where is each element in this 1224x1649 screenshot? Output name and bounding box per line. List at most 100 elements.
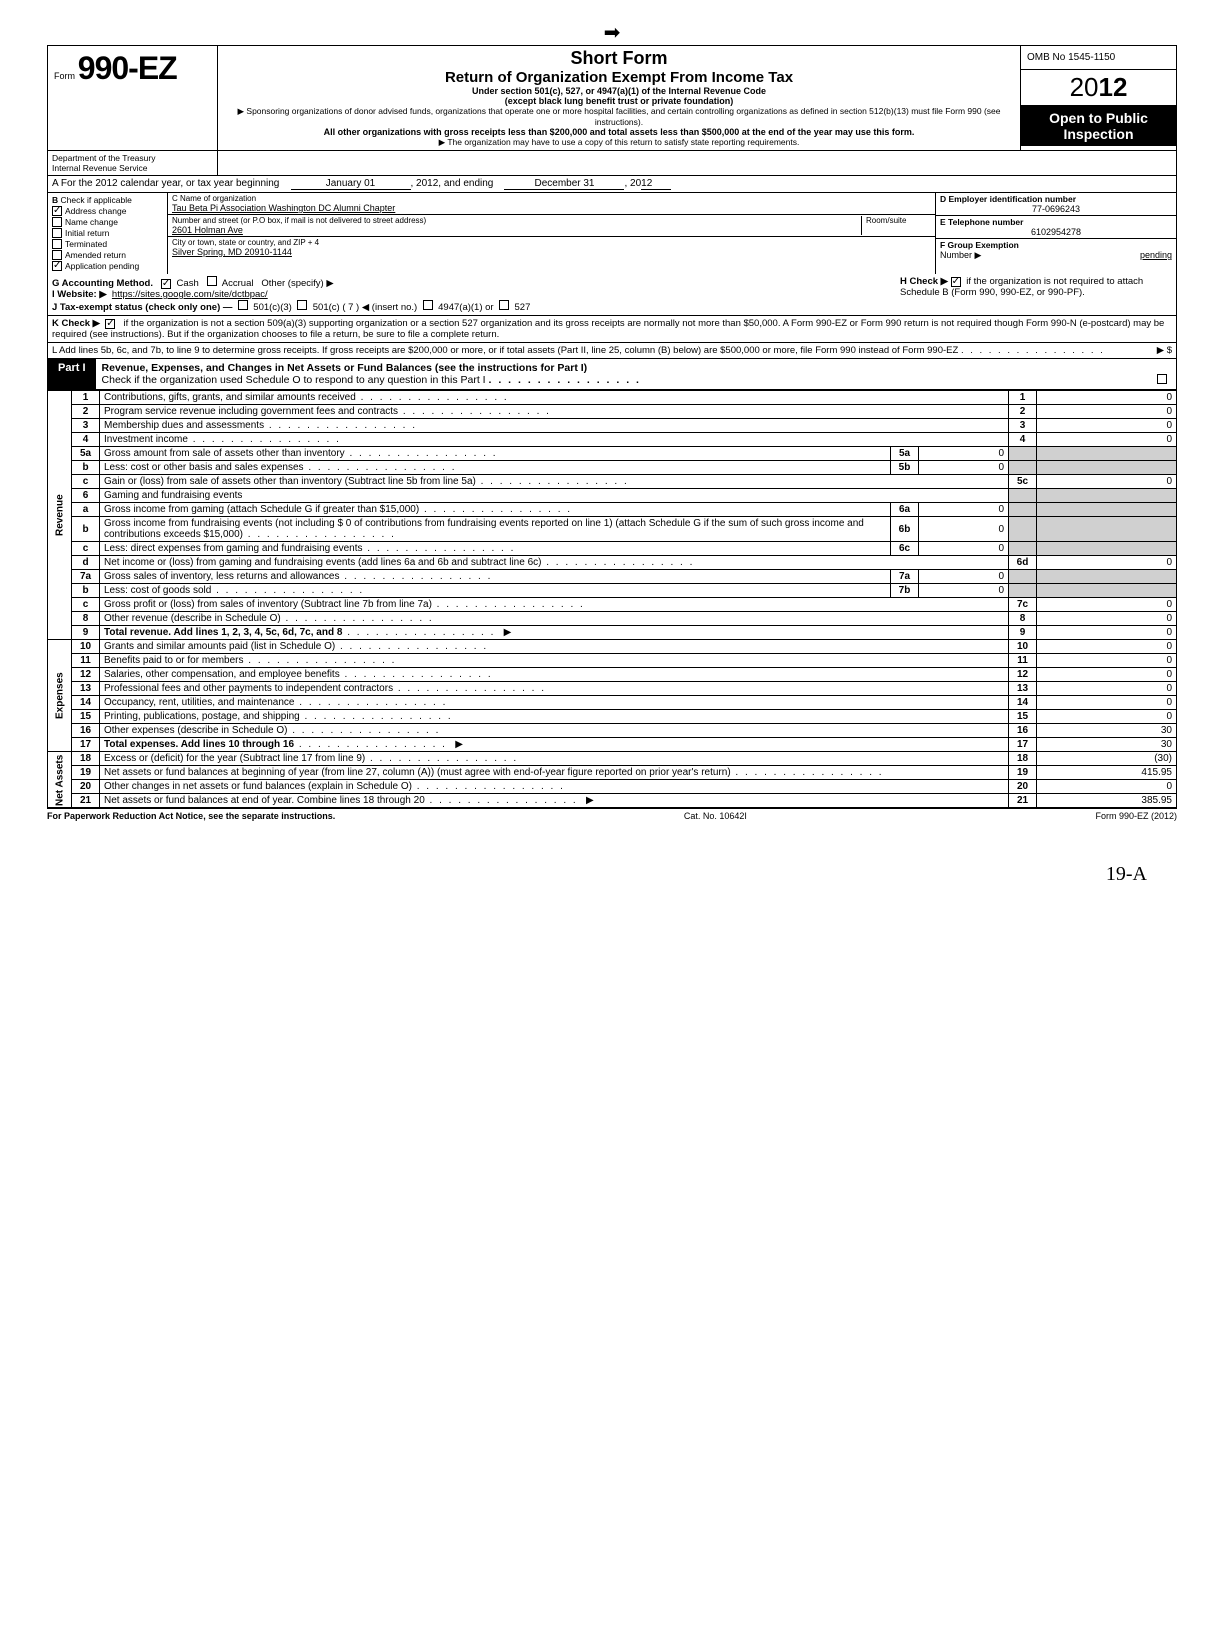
open-public-2: Inspection bbox=[1025, 126, 1172, 142]
sub-num-7b: 7b bbox=[891, 584, 919, 598]
line-num-4: 4 bbox=[72, 433, 100, 447]
org-street[interactable]: 2601 Holman Ave bbox=[172, 225, 861, 235]
501c-checkbox[interactable] bbox=[297, 300, 307, 310]
line-desc-a: Gross income from gaming (attach Schedul… bbox=[100, 503, 891, 517]
g-label: G Accounting Method. bbox=[52, 278, 153, 289]
revenue-side-label: Revenue bbox=[48, 391, 72, 640]
sub-val-6c[interactable]: 0 bbox=[919, 542, 1009, 556]
sub-val-7b[interactable]: 0 bbox=[919, 584, 1009, 598]
c-addr-label: Number and street (or P.O box, if mail i… bbox=[172, 216, 861, 225]
line-num-12: 12 bbox=[72, 668, 100, 682]
tax-year-begin[interactable]: January 01 bbox=[291, 178, 411, 190]
line-val-1[interactable]: 0 bbox=[1037, 391, 1177, 405]
line-rnum-11: 11 bbox=[1009, 654, 1037, 668]
part-1-header: Part I Revenue, Expenses, and Changes in… bbox=[47, 359, 1177, 390]
line-num-14: 14 bbox=[72, 696, 100, 710]
4947-checkbox[interactable] bbox=[423, 300, 433, 310]
shaded-val-c bbox=[1037, 542, 1177, 556]
line-val-13[interactable]: 0 bbox=[1037, 682, 1177, 696]
b-check-5[interactable] bbox=[52, 261, 62, 271]
line-val-15[interactable]: 0 bbox=[1037, 710, 1177, 724]
sub-val-7a[interactable]: 0 bbox=[919, 570, 1009, 584]
b-check-3[interactable] bbox=[52, 239, 62, 249]
b-check-4[interactable] bbox=[52, 250, 62, 260]
title-under: Under section 501(c), 527, or 4947(a)(1)… bbox=[224, 86, 1014, 96]
sub-val-6a[interactable]: 0 bbox=[919, 503, 1009, 517]
line-val-7c[interactable]: 0 bbox=[1037, 598, 1177, 612]
line-val-5c[interactable]: 0 bbox=[1037, 475, 1177, 489]
sub-val-5a[interactable]: 0 bbox=[919, 447, 1009, 461]
dept-irs: Internal Revenue Service bbox=[52, 163, 213, 173]
shaded-6 bbox=[1009, 489, 1037, 503]
sub-val-5b[interactable]: 0 bbox=[919, 461, 1009, 475]
line-val-3[interactable]: 0 bbox=[1037, 419, 1177, 433]
line-val-9[interactable]: 0 bbox=[1037, 626, 1177, 640]
sub-num-5a: 5a bbox=[891, 447, 919, 461]
c-name-label: C Name of organization bbox=[172, 194, 931, 203]
line-val-18[interactable]: (30) bbox=[1037, 752, 1177, 766]
k-checkbox[interactable] bbox=[105, 319, 115, 329]
website-url[interactable]: https://sites.google.com/site/dctbpac/ bbox=[112, 289, 268, 300]
sub-val-6b[interactable]: 0 bbox=[919, 517, 1009, 542]
j-label: J Tax-exempt status (check only one) — bbox=[52, 302, 232, 313]
part-1-title: Revenue, Expenses, and Changes in Net As… bbox=[102, 362, 588, 374]
part1-sched-o-checkbox[interactable] bbox=[1157, 374, 1167, 384]
f-label: F Group Exemption bbox=[940, 240, 1172, 250]
group-exemption[interactable]: pending bbox=[1140, 250, 1172, 260]
line-val-14[interactable]: 0 bbox=[1037, 696, 1177, 710]
top-arrow: ➡ bbox=[47, 20, 1177, 45]
b-check-2[interactable] bbox=[52, 228, 62, 238]
line-num-6: 6 bbox=[72, 489, 100, 503]
line-num-9: 9 bbox=[72, 626, 100, 640]
b-check-label-5: Application pending bbox=[65, 261, 139, 271]
phone[interactable]: 6102954278 bbox=[940, 227, 1172, 237]
tax-year-end[interactable]: December 31 bbox=[504, 178, 624, 190]
line-val-21[interactable]: 385.95 bbox=[1037, 794, 1177, 808]
line-desc-8: Other revenue (describe in Schedule O) bbox=[100, 612, 1009, 626]
line-desc-c: Gross profit or (loss) from sales of inv… bbox=[100, 598, 1009, 612]
cash-checkbox[interactable] bbox=[161, 279, 171, 289]
form-number: 990-EZ bbox=[78, 50, 177, 86]
line-val-20[interactable]: 0 bbox=[1037, 780, 1177, 794]
ein[interactable]: 77-0696243 bbox=[940, 204, 1172, 214]
line-desc-12: Salaries, other compensation, and employ… bbox=[100, 668, 1009, 682]
accrual-checkbox[interactable] bbox=[207, 276, 217, 286]
line-val-19[interactable]: 415.95 bbox=[1037, 766, 1177, 780]
b-check-1[interactable] bbox=[52, 217, 62, 227]
line-num-1: 1 bbox=[72, 391, 100, 405]
netassets-side-label: Net Assets bbox=[48, 752, 72, 808]
line-val-16[interactable]: 30 bbox=[1037, 724, 1177, 738]
f-label2: Number ▶ bbox=[940, 250, 981, 260]
org-name[interactable]: Tau Beta Pi Association Washington DC Al… bbox=[172, 203, 931, 213]
line-val-12[interactable]: 0 bbox=[1037, 668, 1177, 682]
shaded-val-b bbox=[1037, 461, 1177, 475]
501c-label: 501(c) ( 7 ) ◀ (insert no.) bbox=[313, 302, 417, 313]
501c3-checkbox[interactable] bbox=[238, 300, 248, 310]
title-except: (except black lung benefit trust or priv… bbox=[224, 96, 1014, 106]
c-city-label: City or town, state or country, and ZIP … bbox=[172, 238, 931, 247]
tax-year-end-yy[interactable]: 12 bbox=[641, 178, 671, 190]
line-val-17[interactable]: 30 bbox=[1037, 738, 1177, 752]
line-val-11[interactable]: 0 bbox=[1037, 654, 1177, 668]
line-val-10[interactable]: 0 bbox=[1037, 640, 1177, 654]
title-short-form: Short Form bbox=[224, 48, 1014, 69]
line-val-2[interactable]: 0 bbox=[1037, 405, 1177, 419]
shaded-7a bbox=[1009, 570, 1037, 584]
line-desc-21: Net assets or fund balances at end of ye… bbox=[100, 794, 1009, 808]
part-1-table: Revenue1Contributions, gifts, grants, an… bbox=[47, 390, 1177, 808]
line-desc-13: Professional fees and other payments to … bbox=[100, 682, 1009, 696]
line-num-8: 8 bbox=[72, 612, 100, 626]
h-checkbox[interactable] bbox=[951, 277, 961, 287]
open-to-public: Open to Public Inspection bbox=[1021, 106, 1176, 146]
b-check-0[interactable] bbox=[52, 206, 62, 216]
org-city[interactable]: Silver Spring, MD 20910-1144 bbox=[172, 247, 931, 257]
line-val-8[interactable]: 0 bbox=[1037, 612, 1177, 626]
d-label: D Employer identification number bbox=[940, 194, 1172, 204]
527-checkbox[interactable] bbox=[499, 300, 509, 310]
title-return: Return of Organization Exempt From Incom… bbox=[224, 69, 1014, 86]
line-desc-10: Grants and similar amounts paid (list in… bbox=[100, 640, 1009, 654]
line-val-6d[interactable]: 0 bbox=[1037, 556, 1177, 570]
page-annotation: 19-A bbox=[47, 863, 1177, 886]
line-desc-6: Gaming and fundraising events bbox=[100, 489, 1009, 503]
line-val-4[interactable]: 0 bbox=[1037, 433, 1177, 447]
